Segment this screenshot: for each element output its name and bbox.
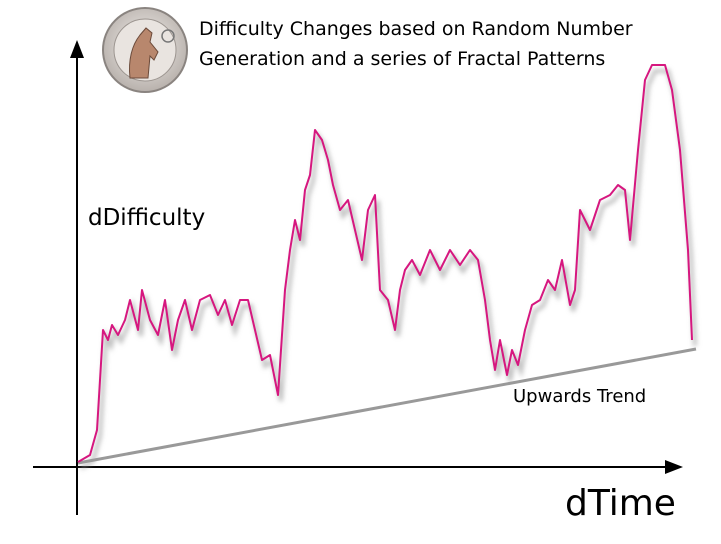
annotation: Upwards Trend: [513, 386, 646, 407]
trend-line: [77, 347, 697, 465]
title-line: Difficulty Changes based on Random Numbe…: [199, 18, 633, 40]
y-axis-label: dDifficulty: [88, 205, 205, 231]
difficulty-curve: [77, 64, 697, 470]
logo: [102, 7, 188, 93]
x-axis-label: dTime: [565, 483, 676, 524]
title-line: Generation and a series of Fractal Patte…: [199, 48, 605, 70]
axes: [33, 40, 683, 515]
